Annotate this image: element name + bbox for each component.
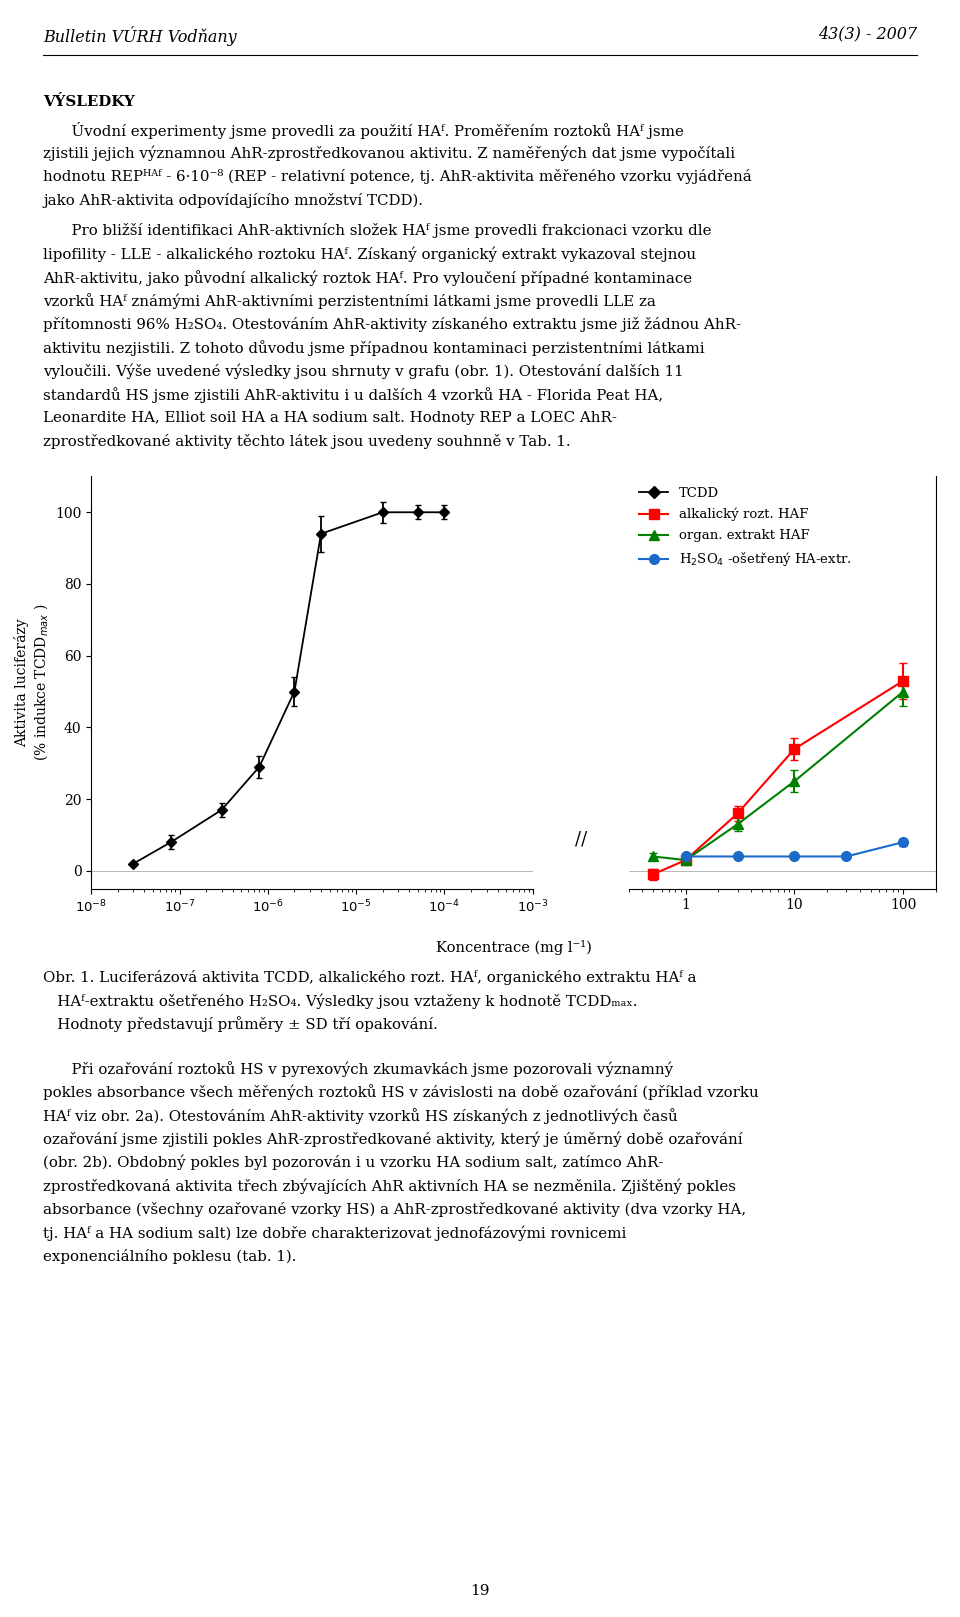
Text: Pro bližší identifikaci AhR-aktivních složek HAᶠ jsme provedli frakcionaci vzork: Pro bližší identifikaci AhR-aktivních sl… [43,223,711,238]
Text: přítomnosti 96% H₂SO₄. Otestováním AhR-aktivity získaného extraktu jsme již žádn: přítomnosti 96% H₂SO₄. Otestováním AhR-a… [43,317,741,331]
Text: vyloučili. Výše uvedené výsledky jsou shrnuty v grafu (obr. 1). Otestování další: vyloučili. Výše uvedené výsledky jsou sh… [43,364,684,380]
Text: HAᶠ-extraktu ošetřeného H₂SO₄. Výsledky jsou vztaženy k hodnotě TCDDₘₐₓ.: HAᶠ-extraktu ošetřeného H₂SO₄. Výsledky … [43,993,637,1009]
Text: zprostředkované aktivity těchto látek jsou uvedeny souhnně v Tab. 1.: zprostředkované aktivity těchto látek js… [43,435,571,450]
Text: vzorků HAᶠ známými AhR-aktivními perzistentními látkami jsme provedli LLE za: vzorků HAᶠ známými AhR-aktivními perzist… [43,294,656,309]
Text: pokles absorbance všech měřených roztoků HS v závislosti na době ozařování (přík: pokles absorbance všech měřených roztoků… [43,1085,759,1100]
Text: hodnotu REPᴴᴬᶠ - 6·10⁻⁸ (REP - relativní potence, tj. AhR-aktivita měřeného vzor: hodnotu REPᴴᴬᶠ - 6·10⁻⁸ (REP - relativní… [43,170,752,184]
Text: Hodnoty představují průměry ± SD tří opakování.: Hodnoty představují průměry ± SD tří opa… [43,1017,438,1032]
Text: (obr. 2b). Obdobný pokles byl pozorován i u vzorku HA sodium salt, zatímco AhR-: (obr. 2b). Obdobný pokles byl pozorován … [43,1155,663,1171]
Text: 43(3) - 2007: 43(3) - 2007 [818,26,917,44]
Text: lipofility - LLE - alkalického roztoku HAᶠ. Získaný organický extrakt vykazoval : lipofility - LLE - alkalického roztoku H… [43,247,696,262]
Text: //: // [575,830,587,849]
Text: zprostředkovaná aktivita třech zbývajících AhR aktivních HA se nezměnila. Zjiště: zprostředkovaná aktivita třech zbývající… [43,1179,736,1193]
Legend: TCDD, alkalický rozt. HAF, organ. extrakt HAF, H$_2$SO$_4$ -ošetřený HA-extr.: TCDD, alkalický rozt. HAF, organ. extrak… [636,483,855,572]
Y-axis label: Aktivita luciferázy
(% indukce TCDD$_{max}$ ): Aktivita luciferázy (% indukce TCDD$_{ma… [14,603,50,762]
Text: exponenciálního poklesu (tab. 1).: exponenciálního poklesu (tab. 1). [43,1248,297,1263]
Text: Koncentrace (mg l⁻¹): Koncentrace (mg l⁻¹) [436,941,591,956]
Text: ozařování jsme zjistili pokles AhR-zprostředkované aktivity, který je úměrný dob: ozařování jsme zjistili pokles AhR-zpros… [43,1132,743,1146]
Text: Úvodní experimenty jsme provedli za použití HAᶠ. Proměřením roztoků HAᶠ jsme: Úvodní experimenty jsme provedli za použ… [43,123,684,139]
Text: aktivitu nezjistili. Z tohoto důvodu jsme případnou kontaminaci perzistentními l: aktivitu nezjistili. Z tohoto důvodu jsm… [43,341,705,356]
Text: Při ozařování roztoků HS v pyrexových zkumavkách jsme pozorovali významný: Při ozařování roztoků HS v pyrexových zk… [43,1061,673,1077]
Text: Bulletin VÚRH Vodňany: Bulletin VÚRH Vodňany [43,26,237,45]
Text: Leonardite HA, Elliot soil HA a HA sodium salt. Hodnoty REP a LOEC AhR-: Leonardite HA, Elliot soil HA a HA sodiu… [43,411,617,425]
Text: 19: 19 [470,1583,490,1598]
Text: standardů HS jsme zjistili AhR-aktivitu i u dalších 4 vzorků HA - Florida Peat H: standardů HS jsme zjistili AhR-aktivitu … [43,388,663,403]
Text: tj. HAᶠ a HA sodium salt) lze dobře charakterizovat jednofázovými rovnicemi: tj. HAᶠ a HA sodium salt) lze dobře char… [43,1226,627,1240]
Text: VÝSLEDKY: VÝSLEDKY [43,95,135,110]
Text: jako AhR-aktivita odpovídajícího množství TCDD).: jako AhR-aktivita odpovídajícího množstv… [43,192,423,207]
Text: Obr. 1. Luciferázová aktivita TCDD, alkalického rozt. HAᶠ, organického extraktu : Obr. 1. Luciferázová aktivita TCDD, alka… [43,970,697,985]
Text: zjistili jejich významnou AhR-zprostředkovanou aktivitu. Z naměřených dat jsme v: zjistili jejich významnou AhR-zprostředk… [43,146,735,162]
Text: AhR-aktivitu, jako původní alkalický roztok HAᶠ. Pro vyloučení případné kontamin: AhR-aktivitu, jako původní alkalický roz… [43,270,692,286]
Text: absorbance (všechny ozařované vzorky HS) a AhR-zprostředkované aktivity (dva vzo: absorbance (všechny ozařované vzorky HS)… [43,1201,746,1216]
Text: HAᶠ viz obr. 2a). Otestováním AhR-aktivity vzorků HS získaných z jednotlivých ča: HAᶠ viz obr. 2a). Otestováním AhR-aktivi… [43,1108,678,1124]
